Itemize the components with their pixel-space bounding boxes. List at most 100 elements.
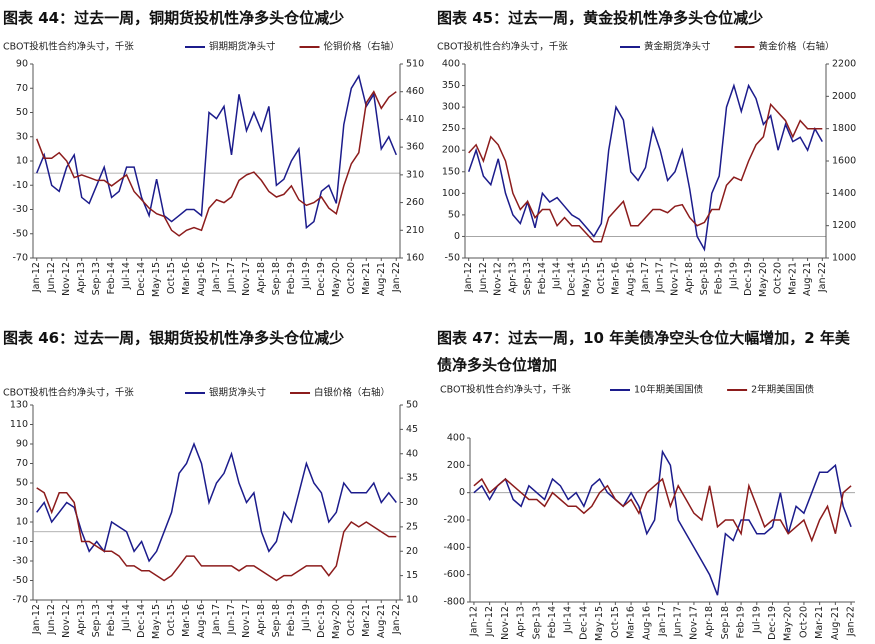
x-tick-label: Dec-14 xyxy=(136,262,147,296)
y-tick-label: 70 xyxy=(16,83,28,94)
x-tick-label: Jan-17 xyxy=(657,606,668,637)
x-tick-label: Sep-18 xyxy=(720,606,731,639)
x-tick-label: Aug-16 xyxy=(196,604,207,638)
y-tick-label: 100 xyxy=(442,188,460,199)
legend-label: 白银价格（右轴） xyxy=(314,387,390,399)
y-tick-label: 150 xyxy=(442,166,460,177)
x-tick-label: Aug-21 xyxy=(830,606,841,640)
chart-title: 图表 46：过去一周，银期货投机性净多头仓位减少 xyxy=(3,329,345,347)
y2-tick-label: 20 xyxy=(406,546,418,557)
x-tick-label: Apr-18 xyxy=(704,606,715,637)
x-tick-label: Nov-17 xyxy=(688,606,699,640)
x-tick-label: Feb-14 xyxy=(547,606,558,638)
x-tick-label: Sep-13 xyxy=(91,262,102,295)
x-tick-label: Jan-17 xyxy=(640,262,651,293)
x-tick-label: Sep-13 xyxy=(91,604,102,637)
x-tick-label: May-15 xyxy=(594,606,605,641)
x-tick-label: Jan-22 xyxy=(846,606,857,637)
x-tick-label: Mar-21 xyxy=(814,606,825,639)
x-tick-label: Oct-15 xyxy=(166,604,177,636)
x-tick-label: Oct-15 xyxy=(610,606,621,638)
y-tick-label: 90 xyxy=(16,59,28,70)
y2-tick-label: 210 xyxy=(406,225,424,236)
y2-tick-label: 15 xyxy=(406,570,418,581)
y2-tick-label: 1400 xyxy=(832,188,856,199)
x-tick-label: Apr-13 xyxy=(516,606,527,637)
series-line xyxy=(36,74,397,230)
y-tick-label: -70 xyxy=(12,253,28,264)
x-tick-label: Sep-13 xyxy=(522,262,533,295)
x-tick-label: Sep-18 xyxy=(271,262,282,295)
x-tick-label: Jul-14 xyxy=(121,604,132,632)
y-tick-label: 0 xyxy=(454,231,460,242)
y2-tick-label: 1000 xyxy=(832,253,856,264)
series-line xyxy=(36,90,397,237)
y-tick-label: 400 xyxy=(447,433,465,444)
y-tick-label: -50 xyxy=(12,228,28,239)
x-tick-label: Aug-21 xyxy=(802,262,813,296)
x-tick-label: Apr-18 xyxy=(684,262,695,293)
legend-label: 10年期美国国债 xyxy=(634,384,704,396)
y2-tick-label: 510 xyxy=(406,59,424,70)
legend-label: 伦铜价格（右轴） xyxy=(324,41,400,53)
x-tick-label: Nov-12 xyxy=(500,606,511,640)
series-line xyxy=(473,449,852,596)
x-tick-label: Jun-12 xyxy=(46,262,57,293)
x-tick-label: Oct-15 xyxy=(166,262,177,294)
x-tick-label: Aug-16 xyxy=(625,262,636,296)
x-tick-label: Mar-16 xyxy=(626,606,637,639)
x-tick-label: Dec-14 xyxy=(578,606,589,640)
y-axis-label: CBOT投机性合约净头寸，千张 xyxy=(3,41,134,53)
x-tick-label: Dec-19 xyxy=(316,262,327,296)
chart-title: 图表 45：过去一周，黄金投机性净多头仓位减少 xyxy=(437,9,764,27)
x-tick-label: Jul-19 xyxy=(301,604,312,632)
x-tick-label: May-15 xyxy=(151,262,162,297)
x-tick-label: Jul-19 xyxy=(751,606,762,634)
y-axis-label: CBOT投机性合约净头寸，千张 xyxy=(440,384,571,396)
x-tick-label: Sep-18 xyxy=(699,262,710,295)
x-tick-label: Jul-19 xyxy=(728,262,739,290)
x-tick-label: Jan-12 xyxy=(468,606,479,637)
x-tick-label: Jun-12 xyxy=(478,262,489,293)
y-tick-label: -400 xyxy=(443,542,465,553)
x-tick-label: Apr-13 xyxy=(76,604,87,635)
x-tick-label: Oct-20 xyxy=(346,604,357,636)
x-tick-label: Mar-21 xyxy=(361,262,372,295)
y-tick-label: -50 xyxy=(12,575,28,586)
x-tick-label: Dec-19 xyxy=(743,262,754,296)
y-tick-label: 50 xyxy=(448,209,460,220)
series-line xyxy=(36,441,397,563)
y-tick-label: 400 xyxy=(442,59,460,70)
y2-tick-label: 460 xyxy=(406,86,424,97)
x-tick-label: Jun-17 xyxy=(655,262,666,293)
x-tick-label: Jul-19 xyxy=(301,262,312,290)
x-tick-label: Nov-17 xyxy=(241,262,252,296)
x-tick-label: Nov-12 xyxy=(61,262,72,296)
x-tick-label: Sep-13 xyxy=(531,606,542,639)
y-tick-label: 110 xyxy=(10,419,28,430)
y2-tick-label: 35 xyxy=(406,473,418,484)
x-tick-label: Jul-14 xyxy=(563,606,574,634)
x-tick-label: Jun-12 xyxy=(46,604,57,635)
y2-tick-label: 360 xyxy=(406,142,424,153)
legend-label: 银期货净头寸 xyxy=(209,387,267,399)
x-tick-label: Aug-21 xyxy=(376,262,387,296)
y2-tick-label: 30 xyxy=(406,497,418,508)
x-tick-label: Jan-12 xyxy=(463,262,474,293)
y2-tick-label: 25 xyxy=(406,521,418,532)
y-tick-label: 130 xyxy=(10,400,28,411)
y2-tick-label: 10 xyxy=(406,595,418,606)
x-tick-label: Sep-18 xyxy=(271,604,282,637)
x-tick-label: Aug-16 xyxy=(641,606,652,640)
y2-tick-label: 410 xyxy=(406,114,424,125)
y-tick-label: -50 xyxy=(444,253,460,264)
x-tick-label: Jan-22 xyxy=(817,262,828,293)
x-tick-label: Jan-17 xyxy=(211,262,222,293)
y2-tick-label: 260 xyxy=(406,197,424,208)
legend-label: 黄金价格（右轴） xyxy=(759,41,835,53)
y-tick-label: 50 xyxy=(16,107,28,118)
x-tick-label: Aug-16 xyxy=(196,262,207,296)
y-tick-label: 50 xyxy=(16,478,28,489)
x-tick-label: Mar-16 xyxy=(611,262,622,295)
